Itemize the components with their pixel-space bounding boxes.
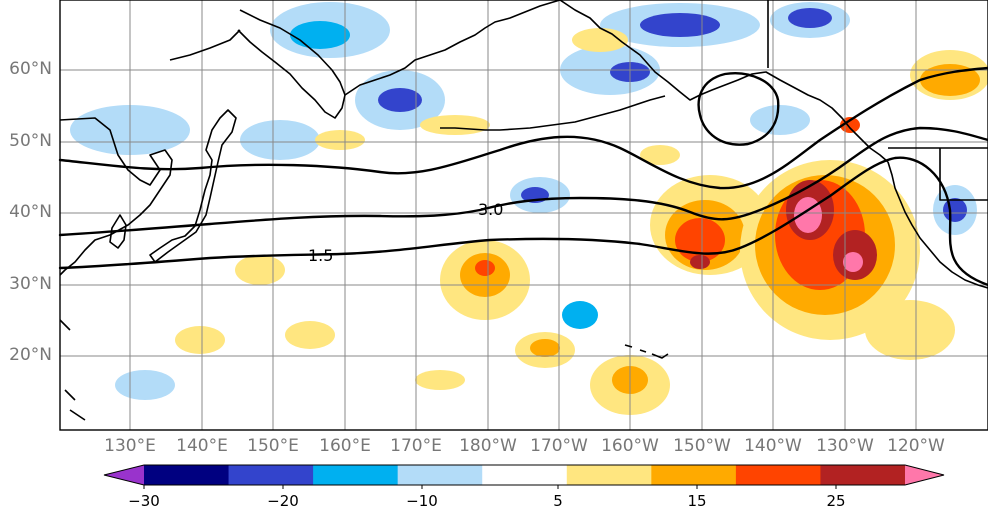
positive-anomaly-patch	[285, 321, 335, 349]
negative-anomaly-patch	[943, 198, 967, 222]
contour-line-1-5	[58, 156, 988, 287]
positive-anomaly-patch	[415, 370, 465, 390]
lat-label-60n: 60°N	[9, 59, 52, 79]
negative-anomaly-patch	[240, 120, 320, 160]
lon-label-120w: 120°W	[887, 436, 945, 456]
positive-anomaly-patch	[175, 326, 225, 354]
negative-anomaly-patch	[378, 88, 422, 112]
positive-anomaly-patch	[920, 64, 980, 96]
colorbar-segment	[566, 465, 652, 485]
lon-label-130e: 130°E	[104, 436, 156, 456]
contour-line-upper	[58, 66, 988, 190]
lat-label-40n: 40°N	[9, 202, 52, 222]
positive-anomaly-patch	[865, 300, 955, 360]
colorbar-segment	[820, 465, 906, 485]
negative-anomaly-patch	[290, 21, 350, 49]
positive-anomaly-patch	[572, 28, 628, 52]
colorbar-tick-label: −10	[406, 492, 438, 510]
russia-north-coastline	[169, 0, 561, 96]
korea-coastline	[109, 214, 127, 249]
lon-label-170e: 170°E	[390, 436, 442, 456]
contour-loop-alaska	[697, 72, 780, 146]
lon-label-150w: 150°W	[673, 436, 731, 456]
colorbar-segment	[228, 465, 314, 485]
contour-label-3-0: 3.0	[478, 200, 503, 219]
lon-label-140e: 140°E	[176, 436, 228, 456]
colorbar	[103, 464, 945, 489]
colorbar-segment	[735, 465, 821, 485]
asia-coastline	[59, 117, 173, 276]
colorbar-extend-max	[905, 465, 944, 485]
lon-label-160e: 160°E	[319, 436, 371, 456]
colorbar-segment	[313, 465, 399, 485]
positive-anomaly-patch	[475, 260, 495, 276]
lon-label-170w: 170°W	[530, 436, 588, 456]
micronesia-islands	[59, 319, 86, 421]
map-frame	[59, 0, 988, 431]
negative-anomaly-patch	[750, 105, 810, 135]
hawaii-islands	[624, 344, 669, 359]
colorbar-segment	[482, 465, 568, 485]
contour-label-1-5: 1.5	[308, 246, 333, 265]
lon-label-150e: 150°E	[247, 436, 299, 456]
colorbar-segment	[144, 465, 230, 485]
north-america-west-coastline	[887, 161, 988, 289]
lon-label-180w: 180°W	[459, 436, 517, 456]
negative-anomaly-patch	[562, 301, 598, 329]
contour-line-3-0	[58, 126, 988, 237]
lon-label-160w: 160°W	[601, 436, 659, 456]
positive-anomaly-patch	[843, 252, 863, 272]
colorbar-extend-min	[104, 465, 144, 485]
colorbar-tick-label: −30	[128, 492, 160, 510]
borders	[767, 0, 988, 201]
aleutian-chain	[440, 95, 666, 131]
colorbar-tick-label: 25	[826, 492, 846, 510]
positive-anomaly-patch	[640, 145, 680, 165]
negative-anomaly-patch	[115, 370, 175, 400]
negative-anomaly-patch	[788, 8, 832, 28]
positive-anomaly-patch	[315, 130, 365, 150]
negative-anomaly-patch	[640, 13, 720, 37]
lon-label-140w: 140°W	[744, 436, 802, 456]
climatology-contours	[58, 66, 988, 287]
kamchatka-coastline	[237, 9, 346, 119]
colorbar-segment	[651, 465, 737, 485]
positive-anomaly-patch	[530, 339, 560, 357]
lat-label-30n: 30°N	[9, 274, 52, 294]
colorbar-tick-label: −20	[267, 492, 299, 510]
lon-label-130w: 130°W	[816, 436, 874, 456]
positive-anomaly-patch	[420, 115, 490, 135]
lat-label-20n: 20°N	[9, 345, 52, 365]
positive-anomaly-patch	[690, 255, 710, 269]
lat-label-50n: 50°N	[9, 131, 52, 151]
colorbar-tick-label: 15	[687, 492, 707, 510]
colorbar-segment	[397, 465, 483, 485]
colorbar-tick-label: 5	[553, 492, 563, 510]
positive-anomaly-patch	[235, 255, 285, 285]
